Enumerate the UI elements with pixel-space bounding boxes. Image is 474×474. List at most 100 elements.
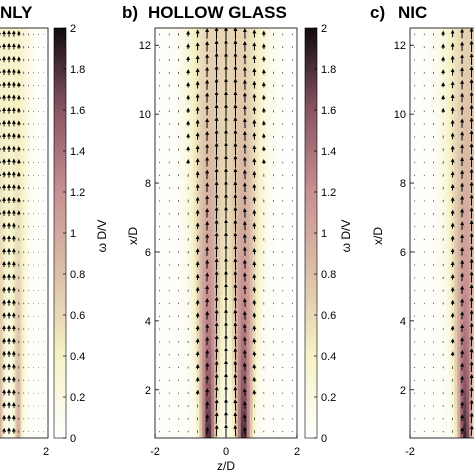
heatmap-cell [24, 55, 27, 63]
heatmap-cell [42, 89, 45, 97]
heatmap-cell [1, 280, 4, 289]
heatmap-cell [29, 349, 31, 357]
heatmap-cell [187, 219, 191, 227]
heatmap-cell [160, 75, 165, 84]
heatmap-cell [36, 315, 39, 323]
heatmap-cell [39, 212, 42, 220]
heatmap-cell [10, 410, 13, 418]
heatmap-cell [187, 123, 191, 131]
heatmap-cell [32, 212, 35, 220]
heatmap-cell [0, 239, 2, 248]
heatmap-cell [193, 212, 197, 220]
heatmap-cell [9, 287, 11, 295]
heatmap-cell [21, 75, 24, 84]
heatmap-cell [211, 28, 215, 36]
heatmap-cell [2, 253, 5, 261]
heatmap-cell [29, 171, 31, 179]
heatmap-cell [160, 260, 165, 268]
heatmap-cell [22, 246, 25, 254]
heatmap-cell [10, 226, 13, 234]
heatmap-cell [193, 383, 197, 391]
heatmap-cell [12, 328, 15, 336]
heatmap-cell [157, 96, 162, 104]
heatmap-cell [228, 356, 233, 364]
heatmap-cell [205, 383, 209, 391]
heatmap-cell [163, 62, 168, 70]
heatmap-cell [39, 239, 42, 248]
heatmap-cell [29, 301, 31, 309]
heatmap-cell [172, 55, 177, 63]
heatmap-cell [157, 212, 162, 220]
colorbar-tick-label: 1.8 [70, 64, 85, 76]
heatmap-cell [160, 82, 165, 90]
heatmap-cell [33, 130, 36, 138]
heatmap-cell [5, 274, 8, 282]
heatmap-cell [32, 185, 35, 193]
heatmap-cell [187, 342, 191, 350]
heatmap-cell [27, 369, 30, 377]
heatmap-cell [160, 110, 165, 118]
heatmap-cell [196, 308, 200, 316]
heatmap-cell [217, 431, 221, 438]
heatmap-cell [175, 137, 180, 145]
heatmap-cell [220, 110, 224, 118]
heatmap-cell [175, 315, 180, 323]
heatmap-cell [15, 212, 18, 220]
heatmap-cell [15, 246, 18, 254]
heatmap-cell [208, 362, 212, 371]
heatmap-cell [178, 417, 183, 425]
heatmap-cell [18, 362, 21, 371]
heatmap-cell [199, 151, 203, 159]
heatmap-cell [33, 82, 36, 90]
heatmap-cell [172, 123, 177, 131]
heatmap-cell [187, 226, 191, 234]
heatmap-cell [193, 253, 197, 261]
heatmap-cell [217, 205, 221, 213]
heatmap-cell [15, 410, 18, 418]
heatmap-cell [2, 328, 5, 336]
heatmap-cell [27, 362, 30, 371]
heatmap-cell [208, 69, 212, 77]
heatmap-cell [41, 116, 44, 125]
heatmap-cell [21, 89, 24, 97]
heatmap-cell [187, 390, 191, 398]
heatmap-cell [32, 82, 35, 90]
heatmap-cell [19, 376, 22, 384]
heatmap-cell [27, 260, 30, 268]
heatmap-cell [175, 260, 180, 268]
heatmap-cell [5, 103, 8, 111]
heatmap-cell [33, 356, 36, 364]
heatmap-cell [226, 308, 230, 316]
heatmap-cell [15, 110, 18, 118]
heatmap-cell [29, 103, 31, 111]
heatmap-cell [199, 397, 203, 405]
heatmap-cell [19, 287, 22, 295]
heatmap-cell [223, 315, 227, 323]
heatmap-cell [33, 205, 36, 213]
heatmap-cell [44, 349, 47, 357]
heatmap-cell [208, 219, 212, 227]
heatmap-cell [163, 335, 168, 343]
heatmap-cell [211, 376, 215, 384]
heatmap-cell [33, 410, 36, 418]
heatmap-cell [39, 192, 42, 200]
heatmap-cell [193, 246, 197, 254]
heatmap-cell [30, 260, 33, 268]
heatmap-cell [38, 34, 41, 43]
heatmap-cell [25, 178, 28, 186]
heatmap-cell [196, 431, 200, 438]
heatmap-cell [5, 219, 8, 227]
heatmap-cell [231, 137, 236, 145]
heatmap-cell [36, 424, 39, 432]
heatmap-cell [42, 164, 45, 172]
heatmap-cell [22, 144, 25, 152]
heatmap-cell [18, 308, 21, 316]
heatmap-cell [33, 390, 36, 398]
heatmap-cell [178, 178, 183, 186]
heatmap-cell [0, 274, 2, 282]
heatmap-cell [214, 226, 218, 234]
heatmap-cell [7, 431, 10, 438]
heatmap-cell [21, 431, 24, 438]
heatmap-cell [38, 349, 41, 357]
heatmap-cell [178, 48, 183, 56]
